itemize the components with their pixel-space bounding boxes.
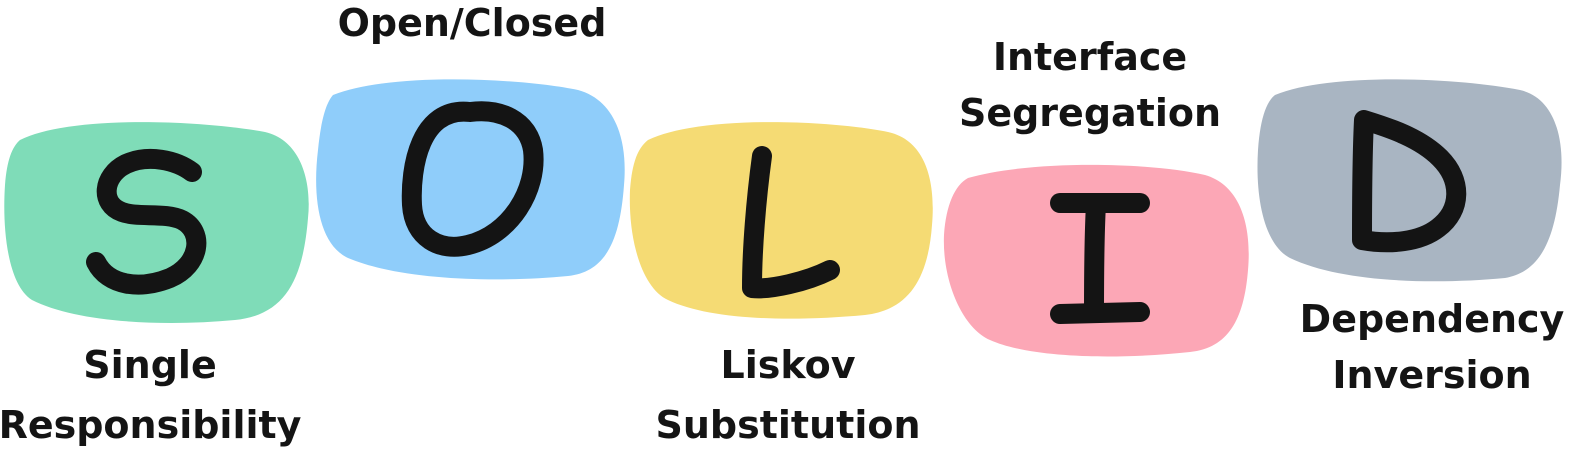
- principle-o: Open/Closed: [316, 1, 625, 280]
- blob-d: [1257, 79, 1562, 282]
- principle-i: Interface Segregation: [943, 35, 1249, 357]
- letter-i-stem: [1084, 194, 1106, 322]
- label-o-line1: Open/Closed: [338, 1, 607, 45]
- letter-s: [86, 148, 207, 295]
- label-s-line2: Responsibility: [0, 403, 302, 447]
- blob-o: [316, 79, 625, 280]
- principle-s: Single Responsibility: [0, 122, 309, 447]
- letter-i-bar-bottom: [1050, 302, 1150, 324]
- label-s-line1: Single: [83, 343, 216, 387]
- principle-d: Dependency Inversion: [1257, 79, 1565, 397]
- blob-l: [629, 122, 933, 319]
- principle-l: Liskov Substitution: [629, 122, 933, 447]
- label-d-line2: Inversion: [1332, 353, 1531, 397]
- letter-o: [401, 101, 544, 257]
- label-i-line1: Interface: [993, 35, 1187, 79]
- letter-l: [742, 146, 840, 299]
- letter-d: [1352, 110, 1467, 253]
- label-l-line1: Liskov: [721, 343, 856, 387]
- label-l-line2: Substitution: [656, 403, 921, 447]
- label-i-line2: Segregation: [959, 91, 1221, 135]
- label-d-line1: Dependency: [1300, 297, 1565, 341]
